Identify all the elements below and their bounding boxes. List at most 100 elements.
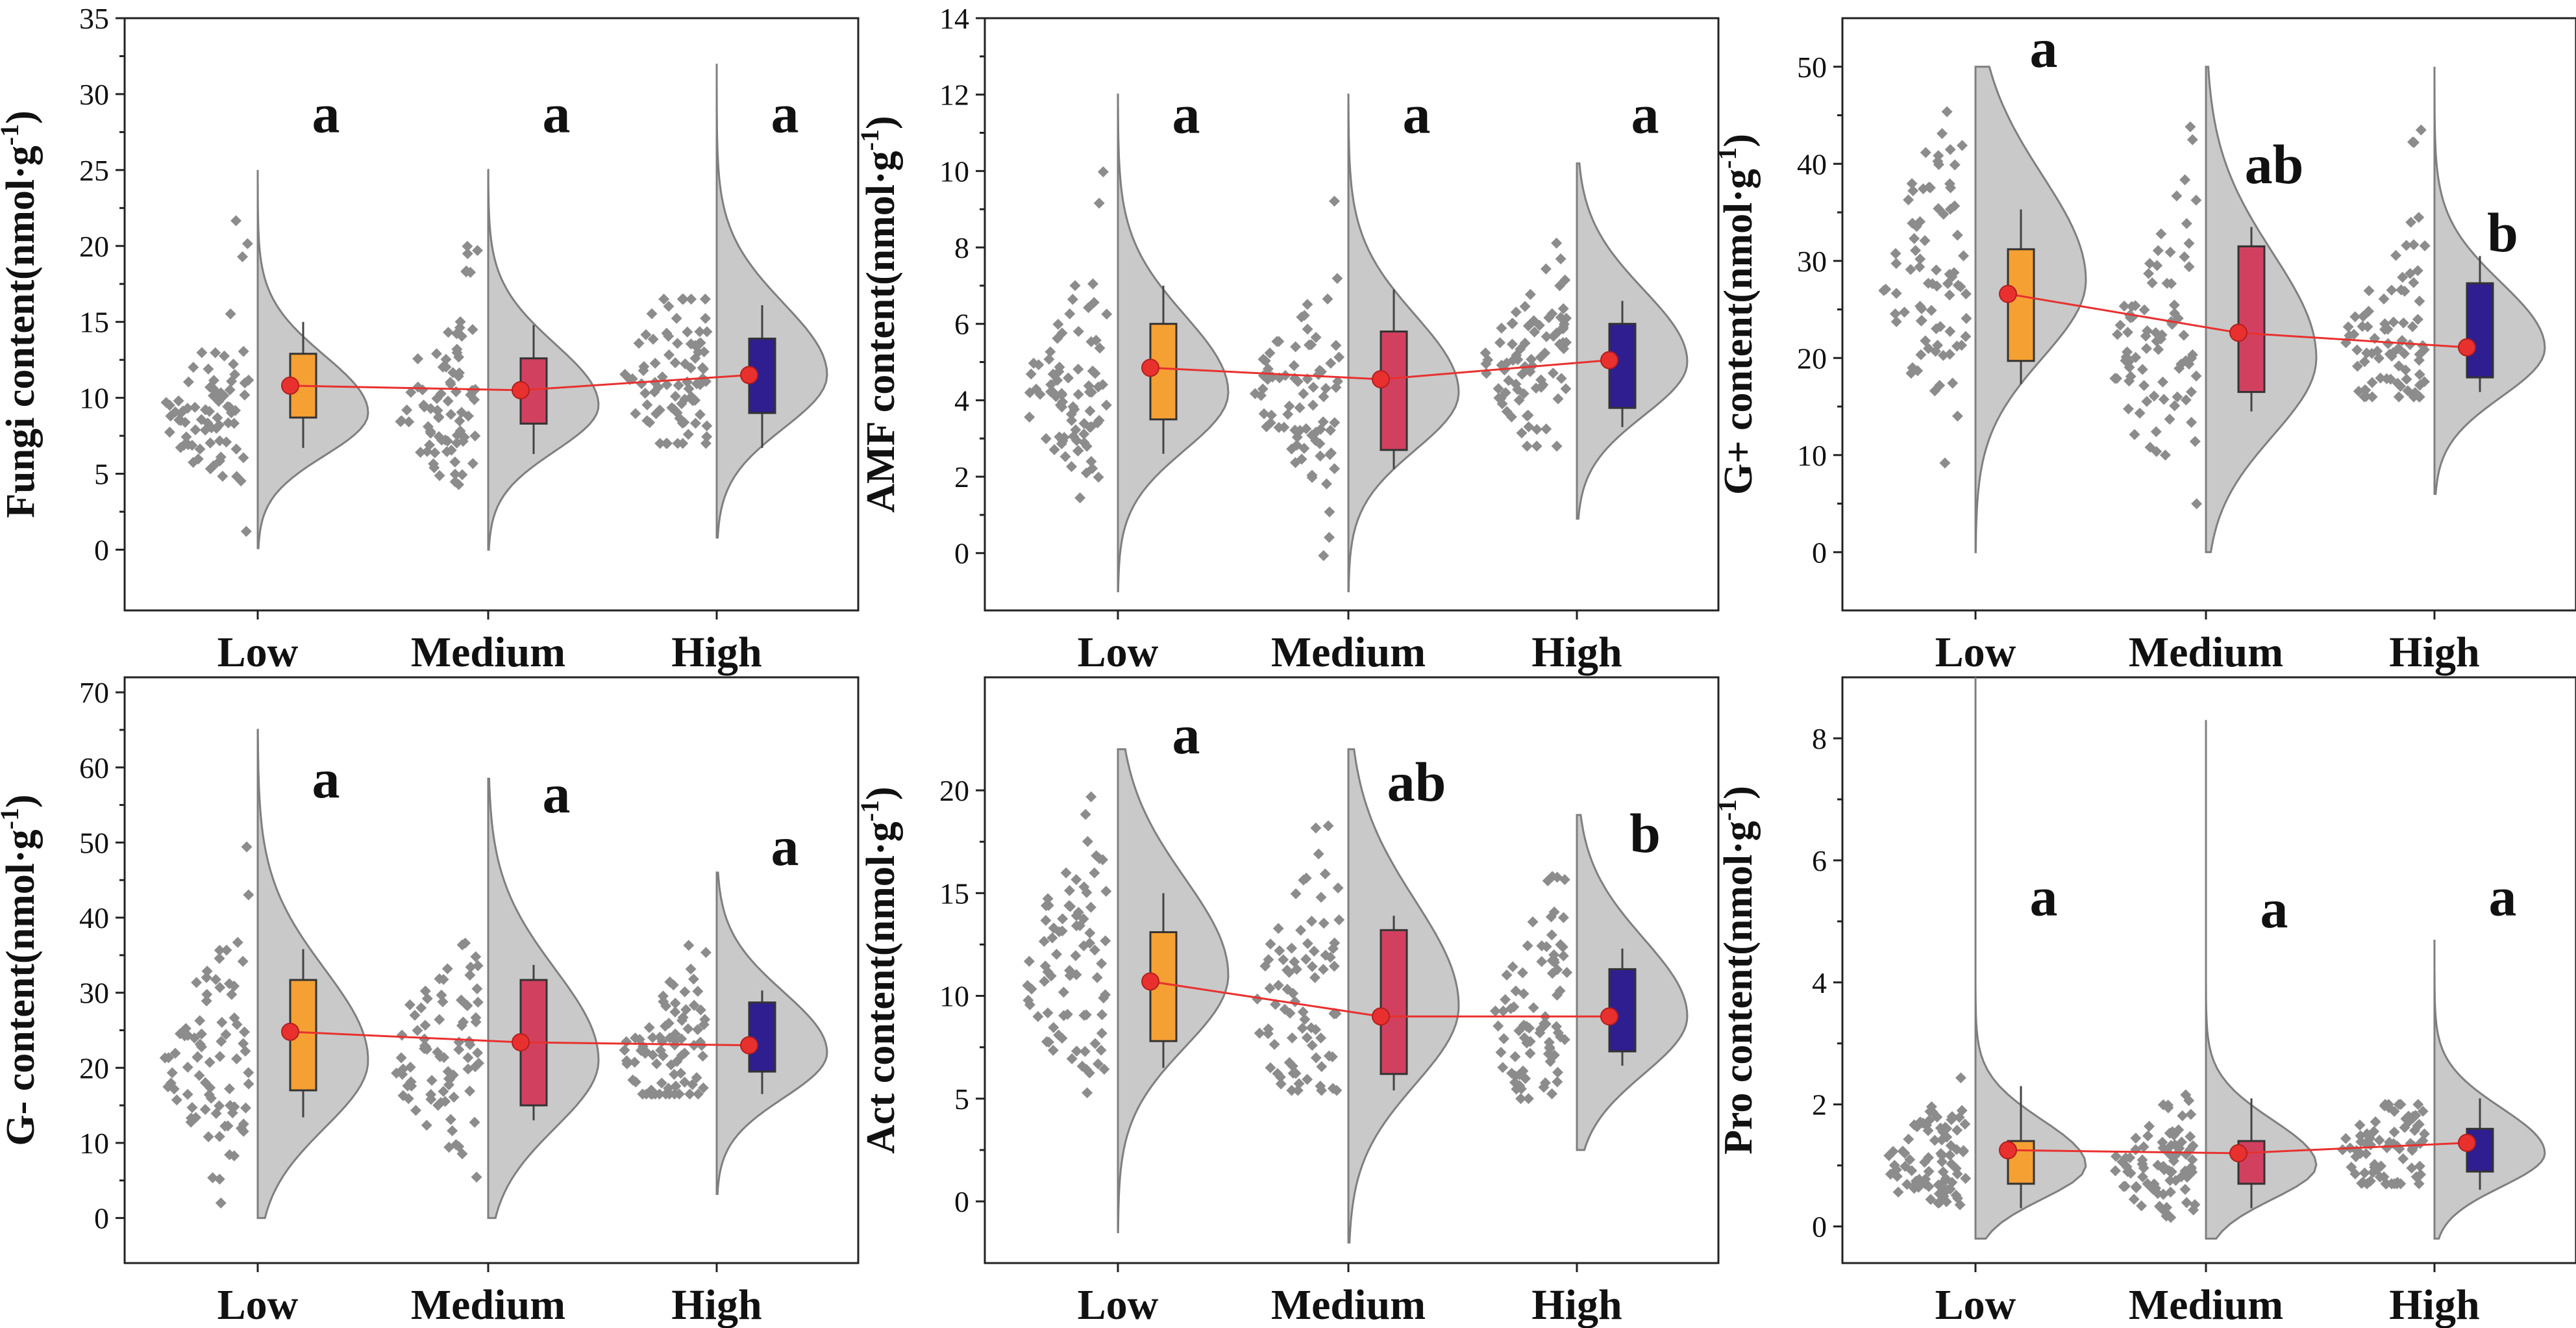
data-point: [1089, 1038, 1101, 1049]
data-point: [421, 1120, 432, 1131]
data-point: [699, 1014, 711, 1025]
data-point: [2408, 277, 2420, 288]
data-point: [2397, 1153, 2409, 1164]
data-point: [401, 404, 413, 416]
data-point: [2388, 1126, 2400, 1138]
data-point: [182, 1088, 193, 1100]
data-point: [443, 1142, 455, 1153]
data-point: [1290, 341, 1302, 353]
data-point: [2190, 370, 2202, 382]
y-tick-label: 12: [939, 79, 969, 112]
axis-frame: [1841, 676, 2576, 1264]
data-point: [462, 240, 473, 252]
data-point: [1546, 871, 1558, 883]
violin-group: a: [619, 815, 828, 1196]
data-point: [1506, 1068, 1518, 1079]
data-point: [243, 374, 254, 386]
data-point: [460, 937, 471, 949]
y-tick-label: 0: [1812, 1210, 1827, 1244]
data-point: [230, 215, 242, 227]
data-point: [472, 960, 484, 971]
data-point: [686, 294, 697, 305]
data-point: [1519, 337, 1531, 349]
data-point: [2146, 277, 2158, 289]
data-point: [2157, 376, 2168, 388]
x-tick-label: Low: [217, 629, 299, 676]
data-point: [1064, 884, 1075, 896]
data-point: [1320, 478, 1332, 490]
data-point: [1951, 1144, 1963, 1155]
data-point: [1043, 899, 1054, 911]
data-point: [2141, 395, 2153, 407]
data-point: [1329, 195, 1340, 207]
data-point: [403, 416, 415, 428]
x-tick-label: High: [671, 1281, 762, 1328]
data-point: [1056, 438, 1067, 449]
data-point: [1548, 949, 1560, 960]
data-point: [419, 401, 430, 413]
data-point: [445, 444, 457, 456]
data-point: [426, 1075, 438, 1086]
violin-group: a: [2110, 720, 2318, 1240]
data-point: [1091, 971, 1103, 983]
data-point: [1048, 444, 1060, 455]
data-point: [644, 417, 656, 429]
data-point: [684, 1088, 695, 1100]
data-point: [650, 408, 662, 420]
data-point: [2379, 1100, 2390, 1112]
significance-letter: a: [1172, 83, 1200, 145]
data-point: [700, 438, 712, 449]
data-point: [685, 963, 697, 975]
data-point: [656, 1077, 667, 1089]
data-point: [1914, 1116, 1926, 1128]
data-point: [164, 399, 175, 411]
x-tick-label: Low: [1078, 1281, 1159, 1328]
data-point: [435, 1097, 447, 1109]
data-point: [1080, 1009, 1092, 1021]
data-point: [1282, 983, 1293, 995]
data-point: [1915, 315, 1927, 327]
data-point: [454, 322, 465, 334]
data-point: [1324, 532, 1335, 543]
y-tick-label: 20: [79, 1051, 109, 1084]
data-point: [1045, 346, 1056, 358]
data-point: [464, 1036, 475, 1047]
data-point: [641, 1088, 652, 1100]
data-point: [1306, 470, 1318, 481]
y-tick-label: 0: [94, 533, 109, 566]
y-tick-label: 50: [1797, 51, 1827, 84]
data-point: [650, 1058, 662, 1070]
data-point: [1041, 1036, 1052, 1047]
data-point: [166, 1067, 178, 1079]
data-point: [1324, 951, 1336, 963]
data-point: [1543, 1036, 1555, 1048]
data-point: [243, 1067, 254, 1079]
data-point: [1524, 1036, 1536, 1047]
data-point: [1264, 983, 1276, 994]
data-point: [1066, 1053, 1078, 1064]
data-point: [1030, 383, 1042, 395]
data-point: [2181, 1171, 2193, 1183]
violin-shape: [2433, 940, 2546, 1240]
y-tick-label: 6: [1812, 844, 1827, 877]
data-point: [1278, 954, 1289, 966]
data-point: [1890, 258, 1902, 269]
data-point: [1507, 961, 1518, 973]
data-point: [243, 1078, 254, 1090]
data-point: [2159, 449, 2171, 461]
data-point: [2134, 407, 2146, 419]
y-tick-label: 10: [939, 980, 969, 1013]
data-point: [208, 460, 219, 471]
data-point: [421, 993, 433, 1005]
data-point: [2419, 1128, 2430, 1140]
data-point: [1272, 923, 1284, 934]
data-point: [1054, 361, 1065, 373]
data-point: [1272, 979, 1284, 991]
data-point: [1300, 953, 1312, 965]
data-point: [2353, 386, 2364, 397]
significance-letter: a: [312, 747, 340, 810]
data-point: [1539, 1077, 1551, 1088]
data-point: [1058, 986, 1069, 998]
data-point: [1057, 396, 1069, 408]
data-point: [2138, 1162, 2149, 1174]
